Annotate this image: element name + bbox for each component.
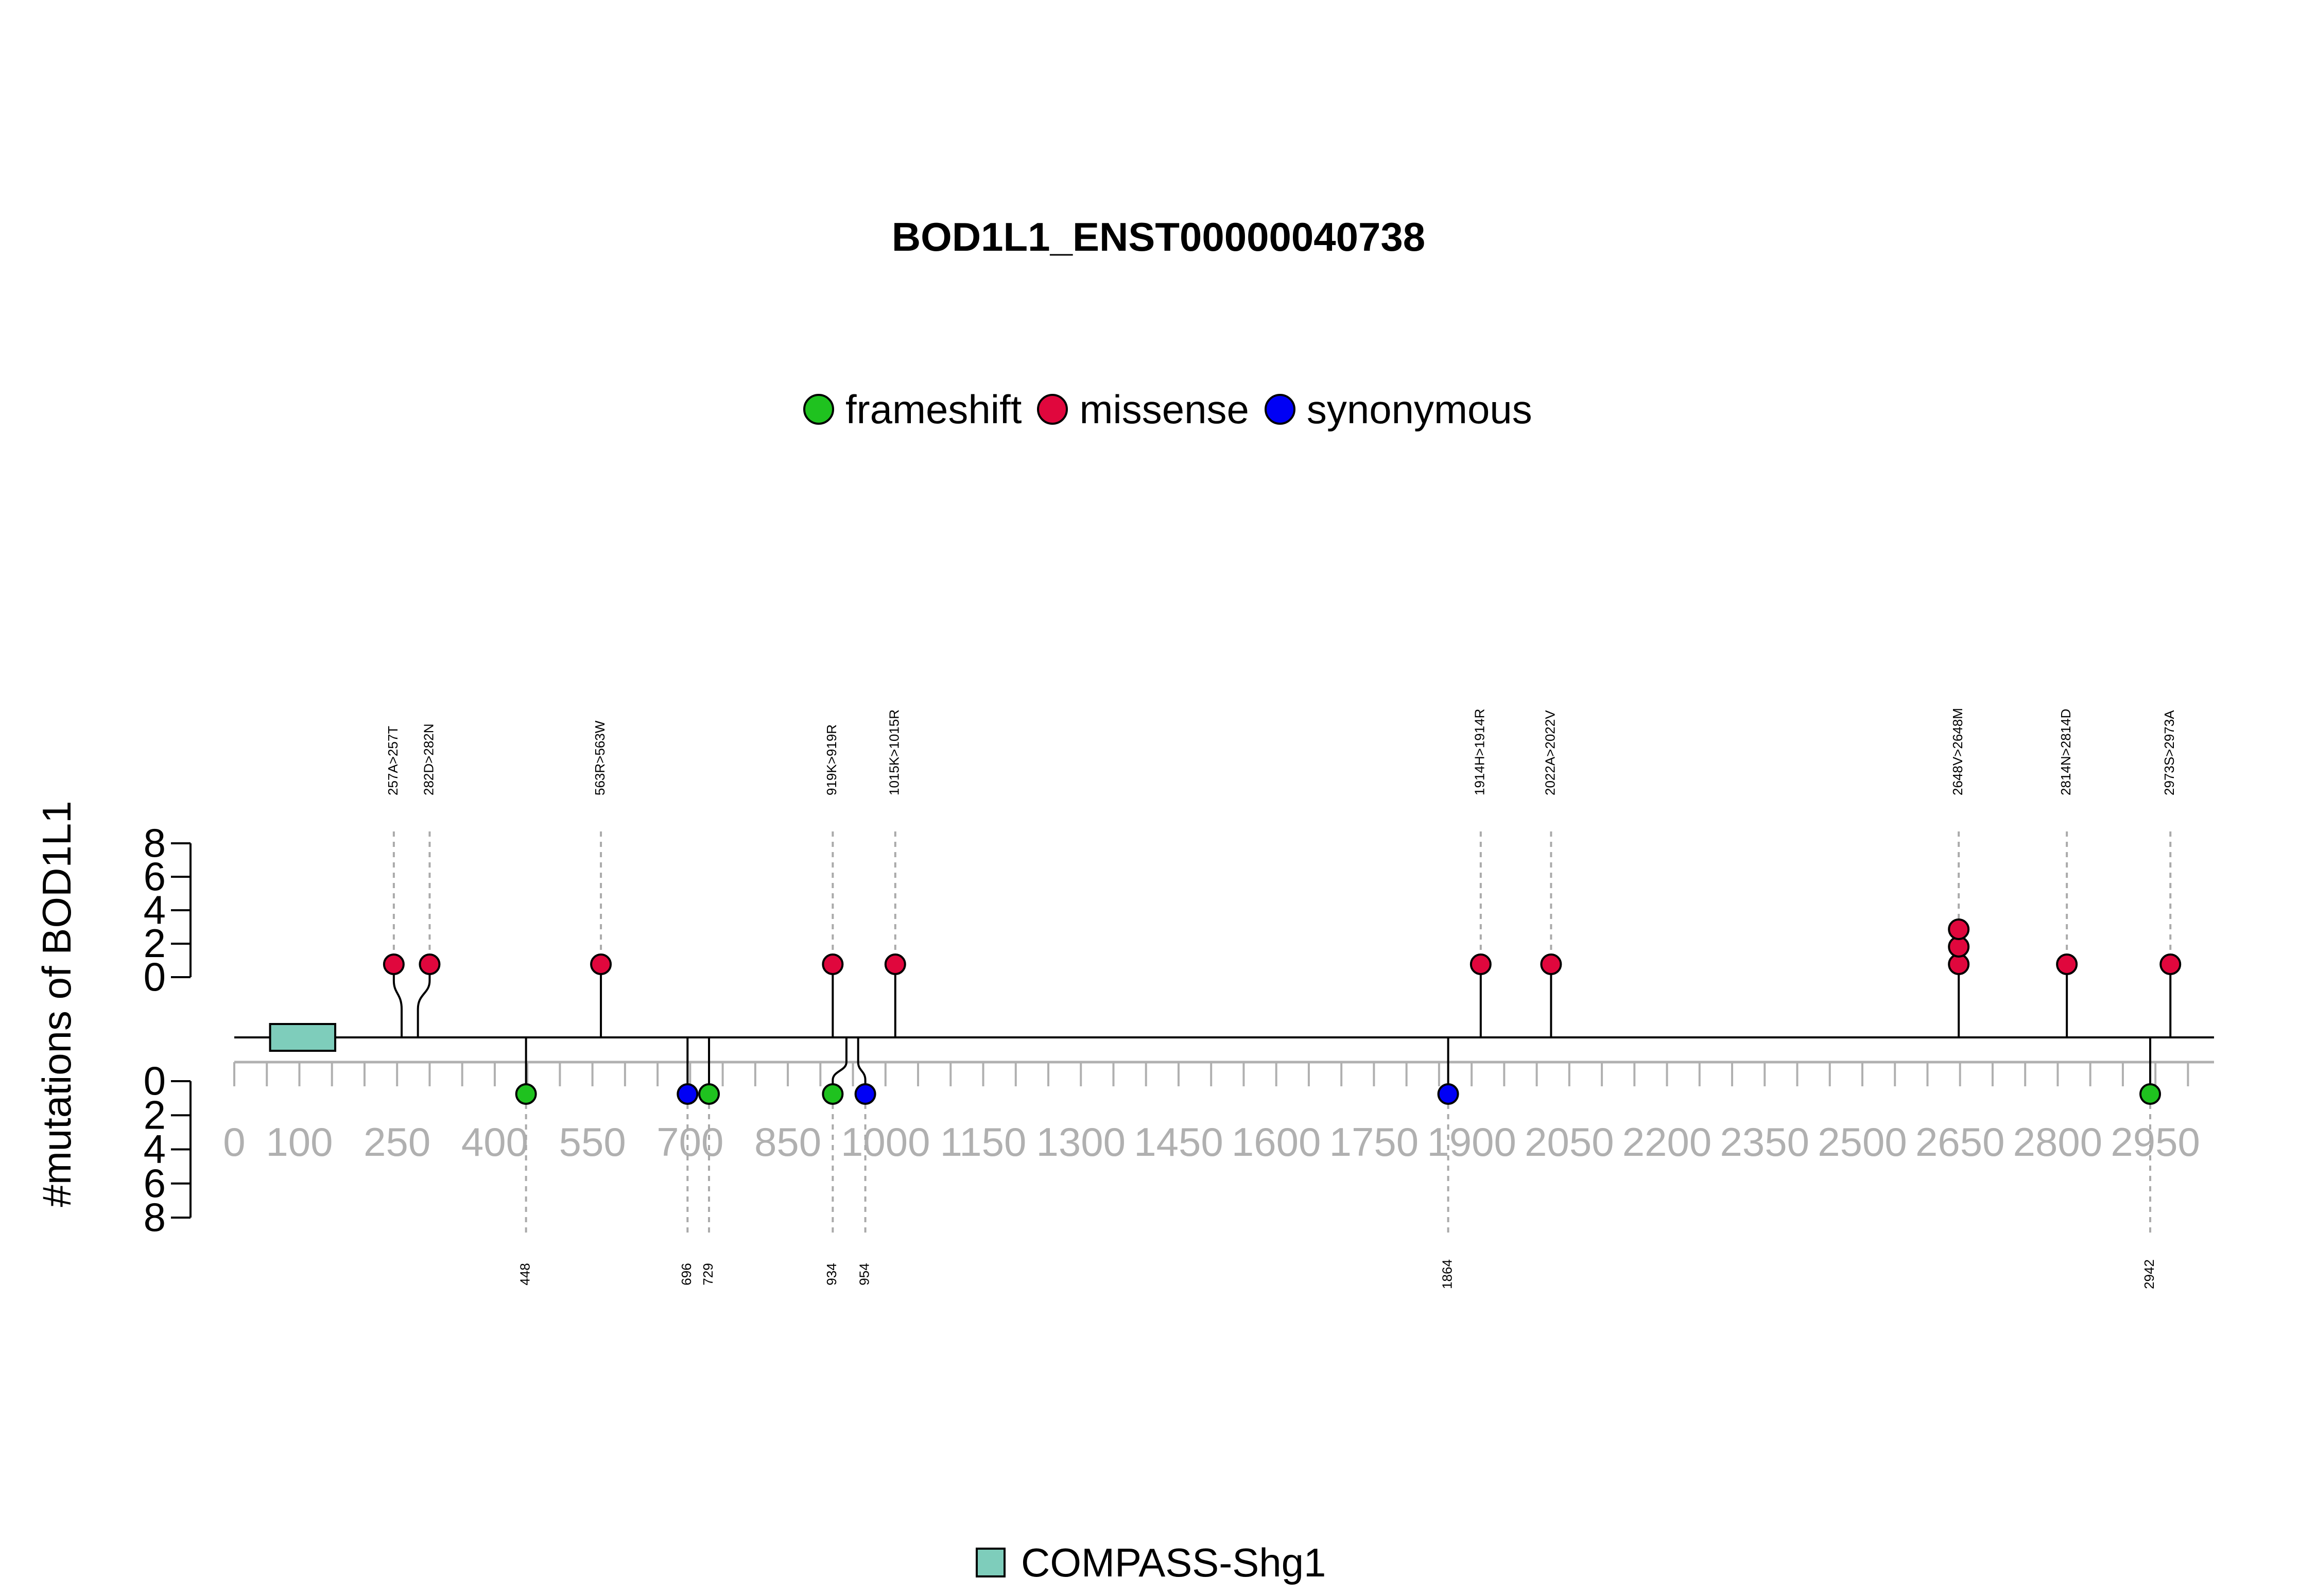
- mutation-head-frameshift: [515, 1083, 537, 1105]
- mutation-label: 1864: [1439, 1259, 1455, 1289]
- x-tick-label: 1900: [1427, 1119, 1516, 1165]
- x-tick-label: 400: [461, 1119, 528, 1165]
- x-tick-label: 1600: [1232, 1119, 1321, 1165]
- mutation-head-frameshift: [822, 1083, 844, 1105]
- upper-stem: [392, 964, 403, 1037]
- x-tick-label: 2200: [1622, 1119, 1712, 1165]
- mutation-label: 563R>563W: [592, 720, 608, 795]
- x-tick-label: 1300: [1036, 1119, 1126, 1165]
- x-tick-label: 1450: [1134, 1119, 1223, 1165]
- mutation-label: 448: [517, 1263, 533, 1285]
- x-tick-label: 2650: [1915, 1119, 2005, 1165]
- mutation-label: 729: [700, 1263, 716, 1285]
- mutation-label: 282D>282N: [421, 724, 436, 796]
- x-tick-label: 1750: [1329, 1119, 1419, 1165]
- legend-label-frameshift: frameshift: [845, 386, 1022, 432]
- upper-y-tick-label: 2: [144, 921, 166, 966]
- x-tick-label: 850: [754, 1119, 821, 1165]
- mutation-label: 2942: [2141, 1259, 2157, 1289]
- upper-y-tick-label: 4: [144, 887, 166, 932]
- mutation-label: 919K>919R: [824, 724, 839, 795]
- domain-box-0: [269, 1023, 337, 1052]
- mutation-head-missense: [1540, 953, 1562, 975]
- x-tick-label: 1150: [940, 1119, 1027, 1165]
- legend-label-missense: missense: [1079, 386, 1249, 432]
- mutation-type-legend: frameshift missense synonymous: [803, 384, 1532, 435]
- x-tick-label: 550: [559, 1119, 626, 1165]
- mutation-head-synonymous: [677, 1083, 699, 1105]
- mutation-label: 934: [824, 1263, 839, 1285]
- legend-dot-missense: [1037, 394, 1068, 425]
- lower-y-tick-label: 2: [144, 1092, 166, 1137]
- mutation-head-missense: [419, 953, 441, 975]
- mutation-head-missense: [822, 953, 844, 975]
- mutation-label: 1914H>1914R: [1472, 709, 1488, 795]
- lower-y-tick-label: 0: [144, 1058, 166, 1103]
- mutation-label: 2648V>2648M: [1950, 708, 1965, 795]
- legend-item-frameshift: frameshift: [803, 386, 1022, 433]
- mutation-head-synonymous: [1437, 1083, 1459, 1105]
- mutation-label: 696: [679, 1263, 694, 1285]
- mutation-label: 1015K>1015R: [887, 709, 902, 795]
- mutation-head-missense: [2159, 953, 2182, 975]
- mutation-head-missense: [1948, 918, 1970, 940]
- legend-item-missense: missense: [1037, 386, 1249, 433]
- mutation-head-missense: [383, 953, 405, 975]
- x-tick-label: 250: [364, 1119, 430, 1165]
- x-tick-label: 700: [656, 1119, 723, 1165]
- x-tick-label: 2350: [1720, 1119, 1810, 1165]
- mutation-label: 2022A>2022V: [1542, 710, 1558, 795]
- mutation-label: 257A>257T: [385, 726, 401, 795]
- upper-y-tick-label: 6: [144, 854, 166, 899]
- mutation-head-frameshift: [2139, 1083, 2162, 1105]
- mutation-head-frameshift: [698, 1083, 720, 1105]
- upper-y-tick-label: 8: [144, 820, 166, 865]
- lower-stem: [857, 1037, 867, 1094]
- lower-y-tick-label: 8: [144, 1194, 166, 1240]
- upper-y-tick-label: 0: [144, 954, 166, 999]
- legend-label-synonymous: synonymous: [1306, 386, 1532, 432]
- x-tick-label: 2800: [2013, 1119, 2103, 1165]
- mutation-head-synonymous: [854, 1083, 876, 1105]
- chart-title: BOD1L1_ENST00000040738: [891, 214, 1426, 259]
- domain-legend: COMPASS-Shg1: [976, 1539, 1326, 1586]
- mutation-head-missense: [590, 953, 612, 975]
- upper-stem: [417, 964, 431, 1037]
- legend-swatch-domain: [976, 1548, 1006, 1577]
- lower-y-tick-label: 6: [144, 1160, 166, 1206]
- x-tick-label: 100: [266, 1119, 333, 1165]
- mutation-label: 2814N>2814D: [2058, 709, 2073, 795]
- mutation-label: 2973S>2973A: [2162, 710, 2177, 795]
- mutation-label: 954: [856, 1263, 872, 1285]
- x-tick-label: 2950: [2111, 1119, 2200, 1165]
- x-tick-label: 2500: [1818, 1119, 1907, 1165]
- x-tick-label: 1000: [841, 1119, 930, 1165]
- x-tick-label: 0: [223, 1119, 245, 1165]
- legend-dot-frameshift: [803, 394, 834, 425]
- lower-stem: [832, 1037, 848, 1094]
- mutation-head-missense: [884, 953, 906, 975]
- legend-dot-synonymous: [1264, 394, 1295, 425]
- mutation-head-missense: [1469, 953, 1492, 975]
- mutation-head-missense: [2056, 953, 2078, 975]
- legend-item-synonymous: synonymous: [1264, 386, 1532, 433]
- x-tick-label: 2050: [1525, 1119, 1614, 1165]
- lower-y-tick-label: 4: [144, 1126, 166, 1172]
- legend-label-domain: COMPASS-Shg1: [1021, 1539, 1326, 1585]
